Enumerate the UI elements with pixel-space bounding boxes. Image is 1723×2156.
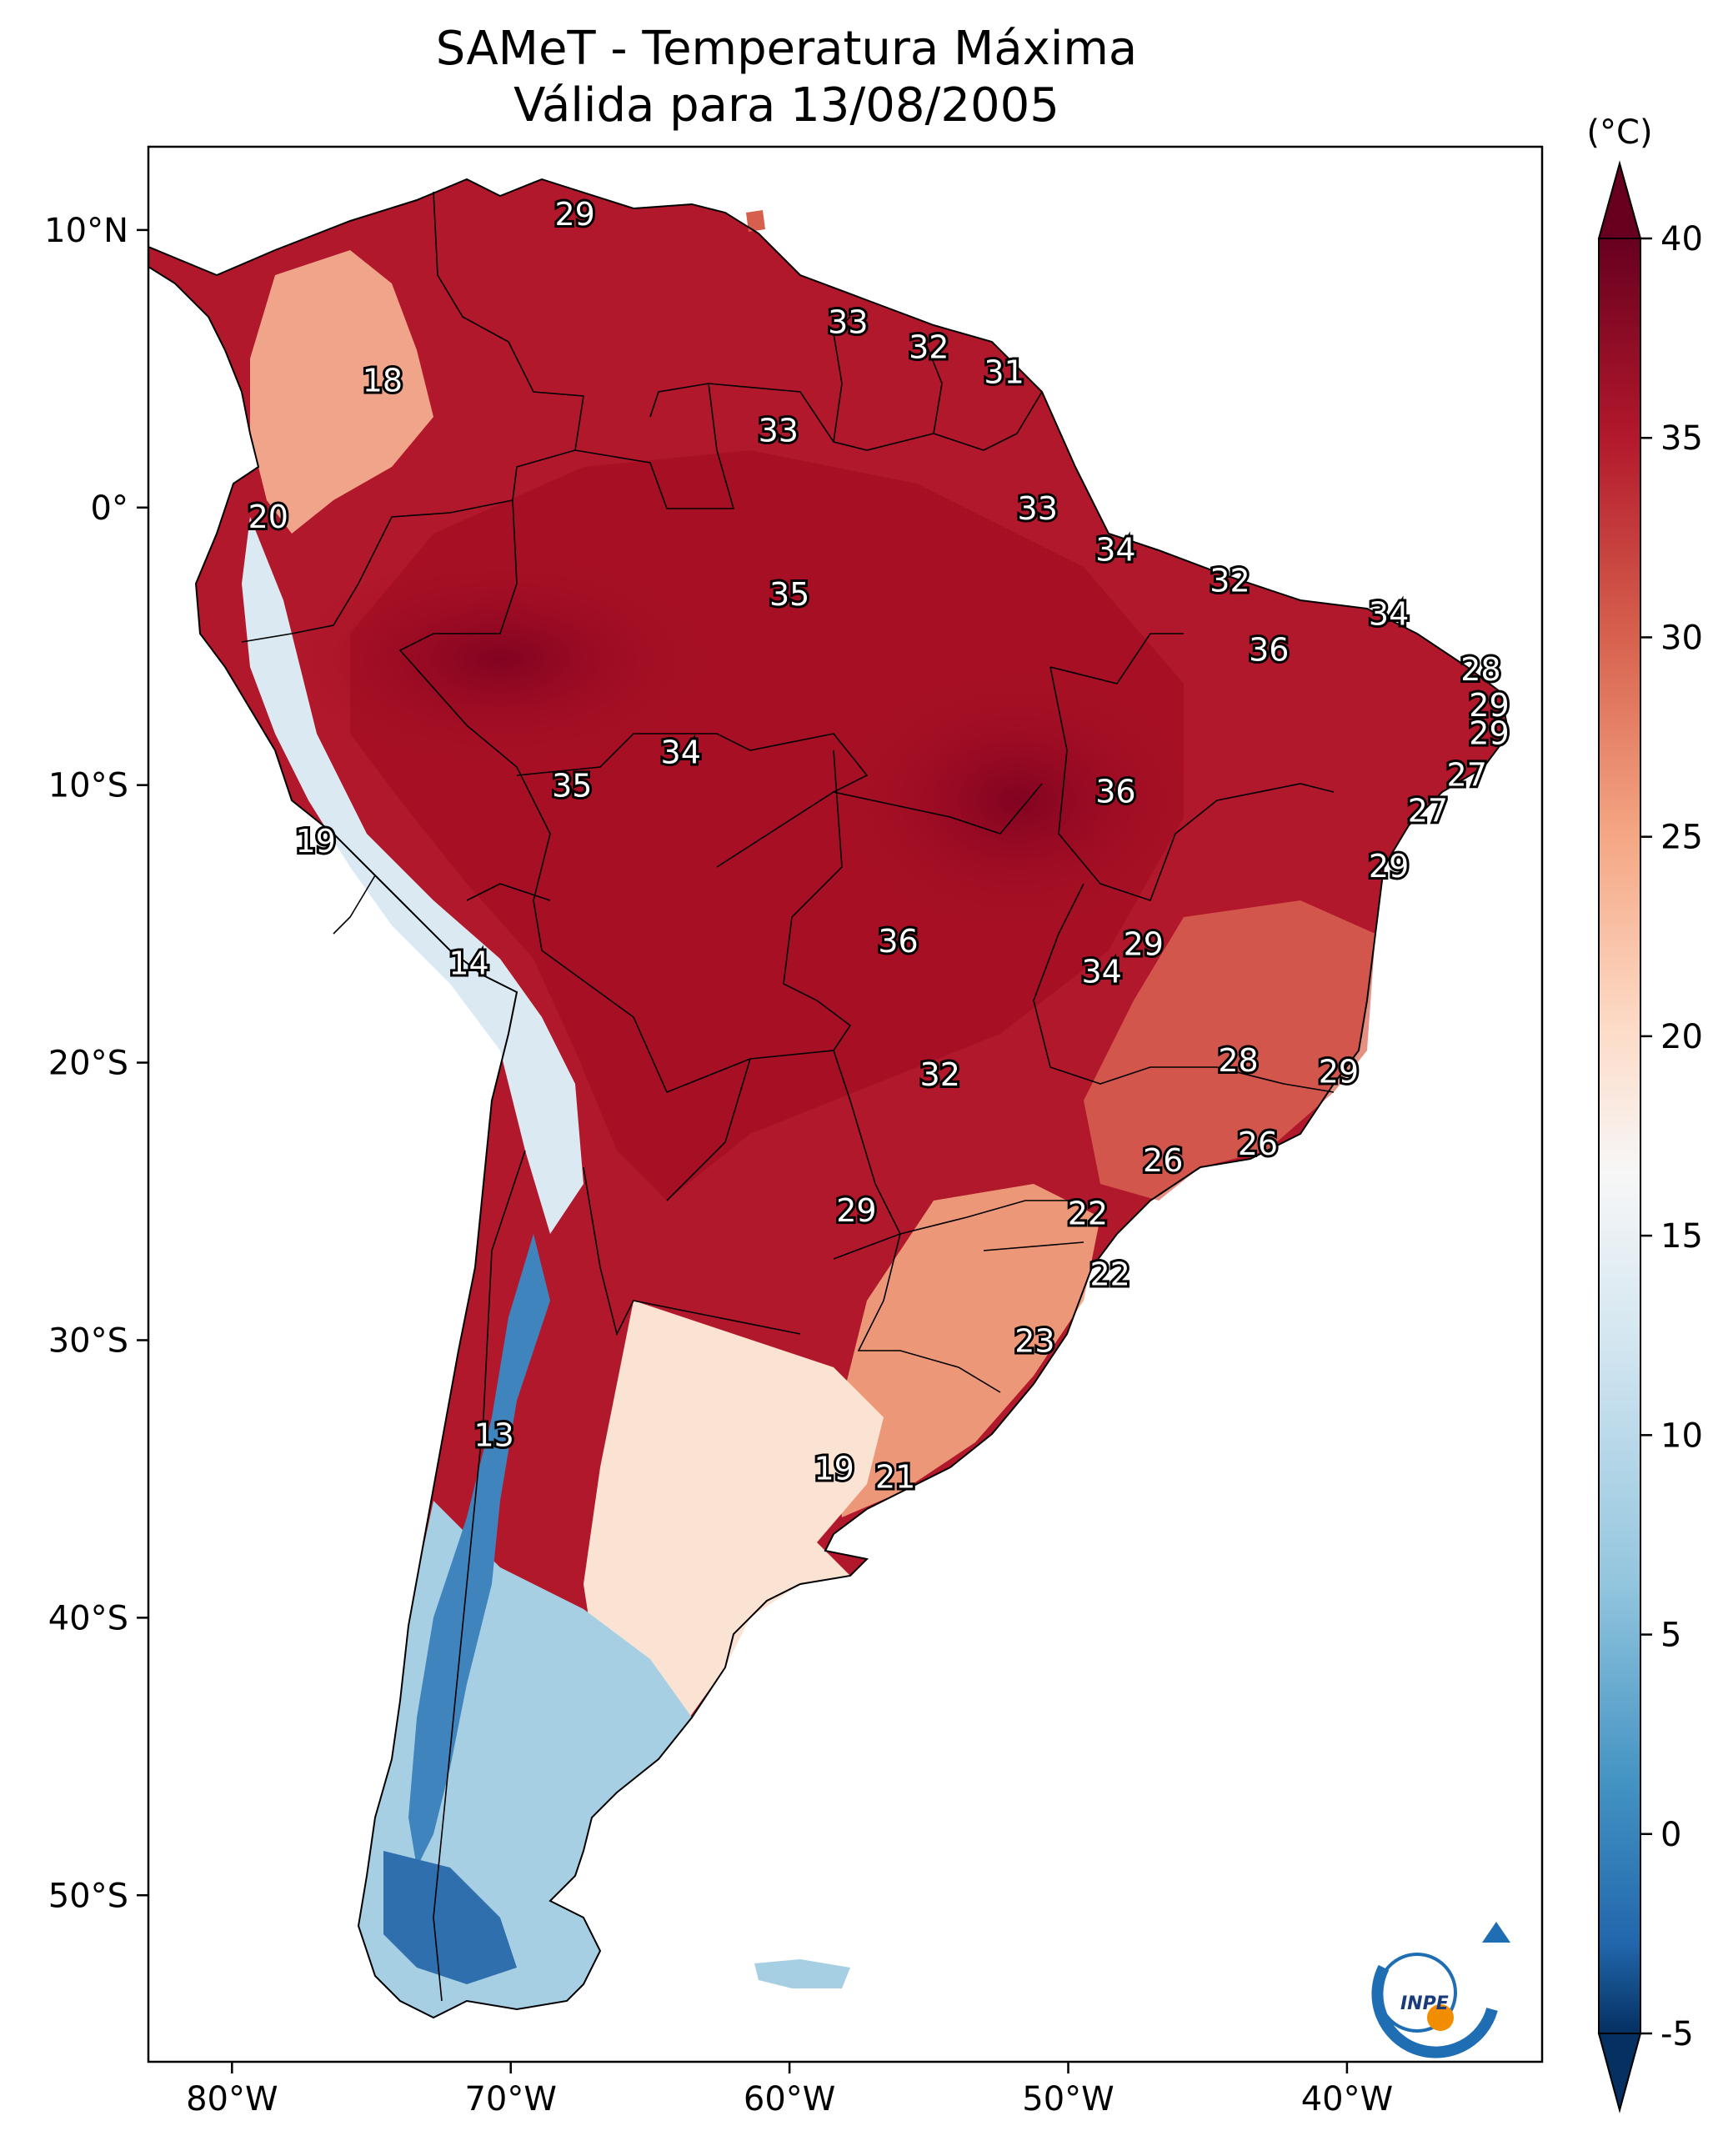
colorbar-gradient bbox=[1598, 238, 1641, 2034]
logo-text: INPE bbox=[1400, 1993, 1449, 2014]
city-value-label: 22 bbox=[1068, 1195, 1108, 1231]
x-tick-label: 40°W bbox=[1301, 2080, 1393, 2118]
city-value-label: 36 bbox=[1249, 632, 1289, 669]
falkland-islands bbox=[754, 1959, 850, 1988]
y-tick-label: 30°S bbox=[48, 1321, 128, 1360]
colorbar-tick-label: 5 bbox=[1660, 1617, 1681, 1655]
map-frame bbox=[147, 145, 1544, 2063]
x-tick-label: 50°W bbox=[1022, 2080, 1114, 2118]
city-value-label: 35 bbox=[552, 768, 592, 805]
logo-orbit-circle bbox=[1377, 1953, 1457, 2033]
city-value-label: 29 bbox=[554, 196, 594, 233]
caribbean-islands bbox=[746, 210, 765, 232]
city-value-label: 21 bbox=[875, 1459, 915, 1496]
city-value-label: 28 bbox=[1218, 1042, 1258, 1079]
city-value-label: 27 bbox=[1447, 756, 1487, 793]
logo-arrow-icon bbox=[1482, 1922, 1510, 1943]
colorbar-tick-label: 0 bbox=[1660, 1816, 1681, 1854]
city-value-label: 29 bbox=[1369, 848, 1409, 885]
city-value-label: 29 bbox=[1124, 925, 1164, 962]
mild-zone-south bbox=[834, 1184, 1100, 1517]
inpe-logo: INPE bbox=[1371, 1922, 1510, 2058]
city-value-label: 26 bbox=[1238, 1126, 1278, 1162]
city-value-label: 13 bbox=[473, 1417, 513, 1454]
city-value-label: 31 bbox=[984, 354, 1024, 391]
city-value-label: 29 bbox=[1319, 1054, 1359, 1091]
cool-zone-andes-north bbox=[242, 517, 584, 1234]
city-value-label: 36 bbox=[878, 923, 918, 960]
logo-sun-icon bbox=[1427, 2004, 1454, 2031]
map-subtitle-date: Válida para 13/08/2005 bbox=[513, 78, 1059, 133]
city-value-label: 32 bbox=[909, 329, 949, 366]
city-value-label: 20 bbox=[248, 499, 288, 535]
warm-zone-east bbox=[1084, 900, 1375, 1201]
cool-zone-pampas bbox=[584, 1301, 884, 1742]
y-tick-label: 40°S bbox=[48, 1599, 128, 1637]
city-value-label: 35 bbox=[769, 576, 809, 613]
colorbar-tick-label: 25 bbox=[1660, 819, 1703, 857]
city-value-label: 36 bbox=[1095, 773, 1135, 810]
colorbar-tick-label: 15 bbox=[1660, 1217, 1703, 1256]
colorbar-unit: (°C) bbox=[1586, 113, 1652, 152]
city-value-label: 27 bbox=[1408, 793, 1448, 830]
colorbar-bottom-extension bbox=[1597, 2033, 1642, 2113]
mild-zone-colombia bbox=[250, 250, 433, 534]
city-value-label: 26 bbox=[1143, 1142, 1183, 1179]
city-value-label: 19 bbox=[295, 823, 335, 860]
colorbar-tick-label: 40 bbox=[1660, 220, 1703, 258]
city-value-label: 33 bbox=[828, 304, 868, 341]
y-tick-label: 50°S bbox=[48, 1877, 128, 1915]
y-tick-label: 0° bbox=[91, 489, 128, 528]
y-tick-label: 20°S bbox=[48, 1045, 128, 1083]
city-value-label: 34 bbox=[1369, 595, 1409, 632]
city-value-label: 28 bbox=[1460, 651, 1500, 688]
city-value-label: 29 bbox=[1469, 687, 1509, 724]
city-value-label: 18 bbox=[363, 363, 403, 399]
x-tick-label: 80°W bbox=[186, 2080, 278, 2118]
hot-core-central-brazil bbox=[834, 667, 1200, 934]
city-value-label: 29 bbox=[1469, 714, 1509, 751]
x-tick-label: 60°W bbox=[744, 2080, 835, 2118]
y-axis-ticks: 10°N 0° 10°S 20°S 30°S 40°S 50°S bbox=[44, 212, 148, 1915]
x-axis-ticks: 80°W 70°W 60°W 50°W 40°W bbox=[186, 2062, 1393, 2118]
city-value-label: 34 bbox=[1095, 532, 1135, 569]
colorbar-tick-label: -5 bbox=[1660, 2015, 1694, 2053]
city-value-label: 32 bbox=[920, 1056, 960, 1093]
city-value-label: 22 bbox=[1090, 1256, 1130, 1293]
cold-zone-tierra-del-fuego bbox=[383, 1851, 517, 1984]
city-value-label: 32 bbox=[1210, 562, 1250, 599]
country-borders bbox=[241, 191, 1335, 2002]
city-value-label: 19 bbox=[814, 1451, 854, 1487]
hot-core-west-amazon bbox=[283, 550, 717, 767]
y-tick-label: 10°N bbox=[44, 212, 128, 250]
city-value-label: 29 bbox=[836, 1192, 876, 1229]
colorbar-tick-label: 10 bbox=[1660, 1416, 1703, 1455]
colorbar-tick-label: 35 bbox=[1660, 419, 1703, 458]
city-value-label: 33 bbox=[1018, 490, 1058, 527]
colorbar-tick-label: 30 bbox=[1660, 619, 1703, 657]
colorbar-ticks: 40 35 30 25 20 15 10 5 0 -5 bbox=[1640, 220, 1703, 2053]
city-value-label: 33 bbox=[759, 413, 799, 449]
coastline bbox=[148, 178, 1510, 2019]
city-value-label: 34 bbox=[1081, 954, 1121, 990]
colorbar: (°C) 40 35 30 25 20 15 10 5 0 -5 bbox=[1586, 113, 1703, 2113]
city-value-label: 23 bbox=[1014, 1322, 1054, 1359]
colorbar-tick-label: 20 bbox=[1660, 1018, 1703, 1056]
x-tick-label: 70°W bbox=[464, 2080, 556, 2118]
city-value-label: 34 bbox=[661, 735, 701, 771]
city-value-label: 14 bbox=[448, 945, 488, 982]
colorbar-top-extension bbox=[1597, 160, 1642, 239]
y-tick-label: 10°S bbox=[48, 767, 128, 805]
map-title: SAMeT - Temperatura Máxima bbox=[435, 22, 1138, 76]
cold-zone-andes-south bbox=[408, 1234, 550, 1868]
